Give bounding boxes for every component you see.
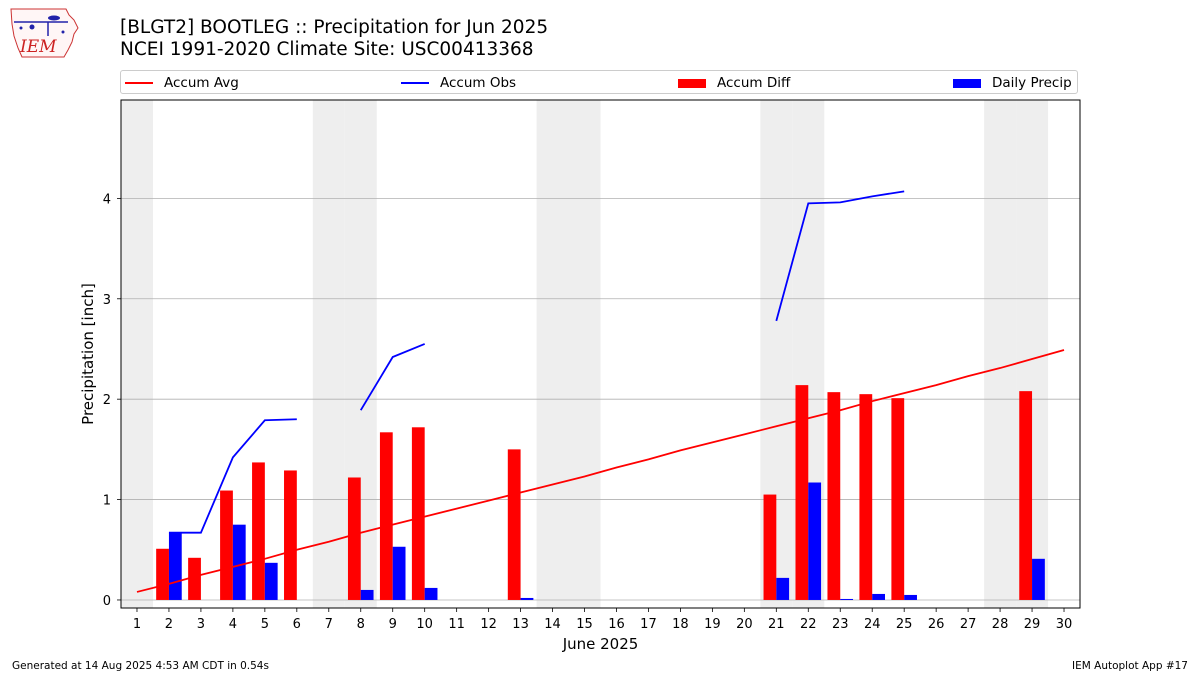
x-tick-label: 2 [165,617,173,632]
x-tick-label: 20 [736,617,753,632]
daily-precip-bar [904,594,917,600]
x-tick-label: 28 [992,617,1009,632]
daily-precip-bar [392,546,406,600]
y-tick-label: 4 [103,192,111,207]
daily-precip-bar [232,524,246,600]
legend-swatch [125,82,153,84]
daily-precip-bar [424,587,438,600]
y-tick-label: 3 [103,293,111,308]
chart-title: [BLGT2] BOOTLEG :: Precipitation for Jun… [120,17,549,38]
iowa-outline-icon [10,8,79,58]
footer-app: IEM Autoplot App #17 [1072,660,1188,672]
daily-precip-bar [872,593,886,600]
x-tick-label: 23 [832,617,849,632]
legend-label: Accum Obs [440,75,517,91]
accum-diff-bar [859,394,873,600]
accum-obs-line [775,190,905,322]
legend-item-accum-obs: Accum Obs [401,74,516,92]
accum-diff-bar [763,494,777,600]
daily-precip-bar [520,597,534,600]
accum-diff-bar [827,392,841,600]
logo-text: IEM [19,37,57,57]
legend-item-accum-diff: Accum Diff [678,74,790,92]
accum-diff-bar [220,490,233,600]
weekend-shading [121,100,153,608]
legend-swatch [953,78,981,88]
x-tick-label: 17 [640,617,657,632]
weekend-shading [984,100,1017,608]
legend: Accum Avg Accum Obs Accum Diff Daily Pre… [120,70,1078,94]
daily-precip-bar [264,562,278,600]
accum-diff-bar [379,432,393,600]
x-tick-label: 12 [480,617,497,632]
daily-precip-bar [360,589,374,600]
accum-diff-bar [156,548,169,600]
accum-diff-bar [795,385,809,600]
x-axis-label: June 2025 [562,635,639,653]
daily-precip-bar [840,598,854,600]
daily-precip-bar [808,482,822,600]
legend-swatch [678,78,706,88]
legend-label: Accum Avg [164,75,239,91]
accum-diff-bar [507,449,521,600]
x-tick-label: 13 [512,617,529,632]
accum-diff-bar [188,557,201,600]
weekend-shading [568,100,601,608]
x-tick-label: 24 [864,617,881,632]
chart-subtitle: NCEI 1991-2020 Climate Site: USC00413368 [120,39,534,60]
x-tick-label: 4 [229,617,237,632]
footer-generated: Generated at 14 Aug 2025 4:53 AM CDT in … [12,660,269,672]
accum-diff-bar [284,470,297,600]
daily-precip-bar [776,577,790,600]
x-tick-label: 30 [1056,617,1073,632]
daily-precip-bar [168,532,182,600]
accum-obs-line [359,343,426,411]
x-tick-label: 22 [800,617,817,632]
legend-item-accum-avg: Accum Avg [125,74,239,92]
legend-swatch [401,82,429,84]
legend-label: Daily Precip [992,75,1072,91]
x-tick-label: 6 [293,617,301,632]
x-tick-label: 16 [608,617,625,632]
x-tick-label: 19 [704,617,721,632]
iem-logo: IEM [10,8,79,58]
x-tick-label: 21 [768,617,785,632]
x-tick-label: 18 [672,617,689,632]
x-tick-label: 14 [544,617,561,632]
legend-label: Accum Diff [717,75,791,91]
accum-diff-bar [347,477,361,600]
accum-diff-bar [891,398,905,600]
y-tick-label: 1 [103,494,111,509]
x-tick-label: 15 [576,617,593,632]
plot-frame [120,99,1081,609]
legend-item-daily-precip: Daily Precip [953,74,1072,92]
daily-precip-bar [1032,558,1045,600]
y-axis-label: Precipitation [inch] [79,283,97,425]
y-tick-label: 0 [103,594,111,609]
x-tick-label: 27 [960,617,977,632]
x-tick-label: 5 [261,617,269,632]
accum-diff-bar [252,462,265,600]
x-tick-label: 7 [325,617,333,632]
x-tick-label: 25 [896,617,913,632]
accum-obs-line [168,418,297,534]
accum-diff-bar [1019,391,1033,600]
x-tick-label: 9 [389,617,397,632]
weekend-shading [536,100,569,608]
accum-avg-line [136,349,1065,593]
x-tick-label: 8 [357,617,365,632]
x-tick-label: 29 [1024,617,1041,632]
x-tick-label: 3 [197,617,205,632]
y-tick-label: 2 [103,393,111,408]
x-tick-label: 1 [133,617,141,632]
x-tick-label: 11 [448,617,465,632]
x-tick-label: 26 [928,617,945,632]
accum-diff-bar [411,427,425,600]
weekend-shading [312,100,345,608]
x-tick-label: 10 [416,617,433,632]
